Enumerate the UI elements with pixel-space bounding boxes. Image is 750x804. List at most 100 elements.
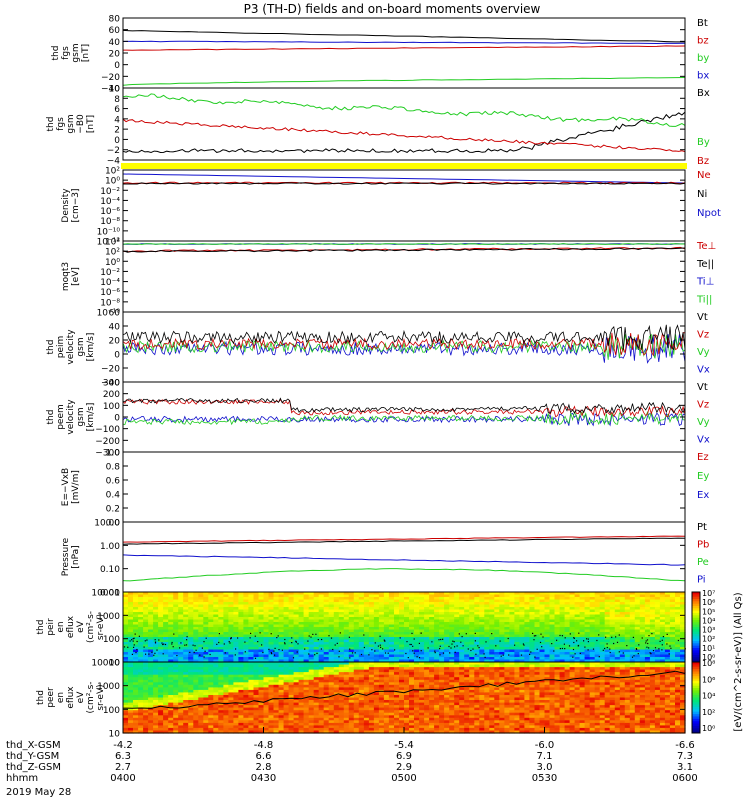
spectrogram-cell xyxy=(429,697,435,701)
spectrogram-cell xyxy=(228,604,234,608)
spectrogram-cell xyxy=(138,657,144,661)
spectrogram-cell xyxy=(293,599,300,603)
spectrogram-cell xyxy=(228,705,234,709)
spectrogram-cell xyxy=(504,612,510,616)
spectrogram-cell xyxy=(439,592,445,596)
spectrogram-cell xyxy=(429,597,435,601)
spectrogram-cell xyxy=(509,612,515,616)
spectrogram-cell xyxy=(148,664,154,668)
spectrogram-cell xyxy=(343,662,350,666)
spectrogram-cell xyxy=(444,597,450,601)
spectrogram-cell xyxy=(373,695,380,699)
spectrogram-cell xyxy=(404,604,410,608)
spectrogram-cell xyxy=(188,662,194,666)
spectrogram-cell xyxy=(499,592,505,596)
spectrogram-cell xyxy=(353,722,360,726)
spectrogram-cell xyxy=(313,627,320,631)
spectrogram-cell xyxy=(163,597,169,601)
spectrogram-cell xyxy=(308,712,315,716)
spectrogram-cell xyxy=(128,634,134,638)
spectrogram-cell xyxy=(343,617,350,621)
spectrogram-cell xyxy=(419,594,425,598)
spectrogram-cell xyxy=(193,622,199,626)
spectrogram-cell xyxy=(218,599,224,603)
spectrogram-cell xyxy=(168,677,174,681)
spectrogram-cell xyxy=(183,622,189,626)
spectrogram-cell xyxy=(634,624,641,628)
spectrogram-cell xyxy=(208,624,214,628)
spectrogram-cell xyxy=(203,712,209,716)
spectrogram-cell xyxy=(218,654,224,658)
spectrogram-cell xyxy=(388,644,395,648)
spectrogram-cell xyxy=(363,617,370,621)
spectrogram-cell xyxy=(128,725,134,729)
spectrogram-cell xyxy=(143,599,149,603)
spectrogram-cell xyxy=(664,629,671,633)
spectrogram-cell xyxy=(474,604,480,608)
spectrogram-cell xyxy=(298,597,305,601)
spectrogram-cell xyxy=(388,604,395,608)
spectrogram-cell xyxy=(444,689,450,693)
spectrogram-cell xyxy=(373,617,380,621)
spectrogram-cell xyxy=(283,594,290,598)
spectrogram-cell xyxy=(313,664,320,668)
spectrogram-cell xyxy=(399,602,405,606)
spectrogram-cell xyxy=(258,654,265,658)
spectrogram-cell xyxy=(128,617,134,621)
spectrogram-cell xyxy=(138,689,144,693)
spectrogram-cell xyxy=(328,632,335,636)
spectrogram-cell xyxy=(203,624,209,628)
spectrogram-cell xyxy=(333,624,340,628)
spectrogram-cell xyxy=(459,607,465,611)
spectrogram-cell xyxy=(449,672,455,676)
spectrogram-cell xyxy=(143,594,149,598)
spectrogram-cell xyxy=(303,594,310,598)
spectrogram-cell xyxy=(263,710,270,714)
spectrogram-cell xyxy=(348,594,355,598)
spectrogram-cell xyxy=(193,677,199,681)
spectrogram-cell xyxy=(574,627,581,631)
spectrogram-cell xyxy=(399,667,405,671)
spectrogram-cell xyxy=(303,702,310,706)
spectrogram-cell xyxy=(659,624,666,628)
spectrogram-cell xyxy=(338,642,345,646)
spectrogram-cell xyxy=(584,624,591,628)
spectrogram-cell xyxy=(409,687,415,691)
spectrogram-cell xyxy=(238,669,244,673)
spectrogram-cell xyxy=(298,695,305,699)
spectrogram-cell xyxy=(434,707,440,711)
spectrogram-cell xyxy=(358,677,365,681)
spectrogram-cell xyxy=(268,702,275,706)
spectrogram-cell xyxy=(669,632,676,636)
spectrogram-cell xyxy=(293,614,300,618)
spectrogram-cell xyxy=(338,652,345,656)
spectrogram-cell xyxy=(604,629,611,633)
spectrogram-cell xyxy=(193,730,199,734)
spectrogram-cell xyxy=(353,634,360,638)
spectrogram-cell xyxy=(519,614,525,618)
spectrogram-cell xyxy=(444,612,450,616)
spectrogram-cell xyxy=(343,639,350,643)
spectrogram-cell xyxy=(313,667,320,671)
spectrogram-cell xyxy=(554,634,561,638)
spectrogram-cell xyxy=(258,629,265,633)
spectrogram-cell xyxy=(263,624,270,628)
spectrogram-cell xyxy=(434,594,440,598)
spectrogram-cell xyxy=(193,692,199,696)
spectrogram-cell xyxy=(444,707,450,711)
spectrogram-cell xyxy=(338,687,345,691)
spectrogram-cell xyxy=(198,720,204,724)
spectrogram-cell xyxy=(173,700,179,704)
spectrogram-cell xyxy=(363,700,370,704)
spectrogram-cell xyxy=(554,642,561,646)
spectrogram-cell xyxy=(378,634,385,638)
spectrogram-cell xyxy=(218,712,224,716)
spectrogram-cell xyxy=(178,707,184,711)
spectrogram-cell xyxy=(218,697,224,701)
spectrogram-cell xyxy=(454,642,460,646)
spectrogram-cell xyxy=(238,730,244,734)
spectrogram-cell xyxy=(293,712,300,716)
spectrogram-cell xyxy=(238,679,244,683)
spectrogram-cell xyxy=(133,659,139,663)
spectrogram-cell xyxy=(404,609,410,613)
